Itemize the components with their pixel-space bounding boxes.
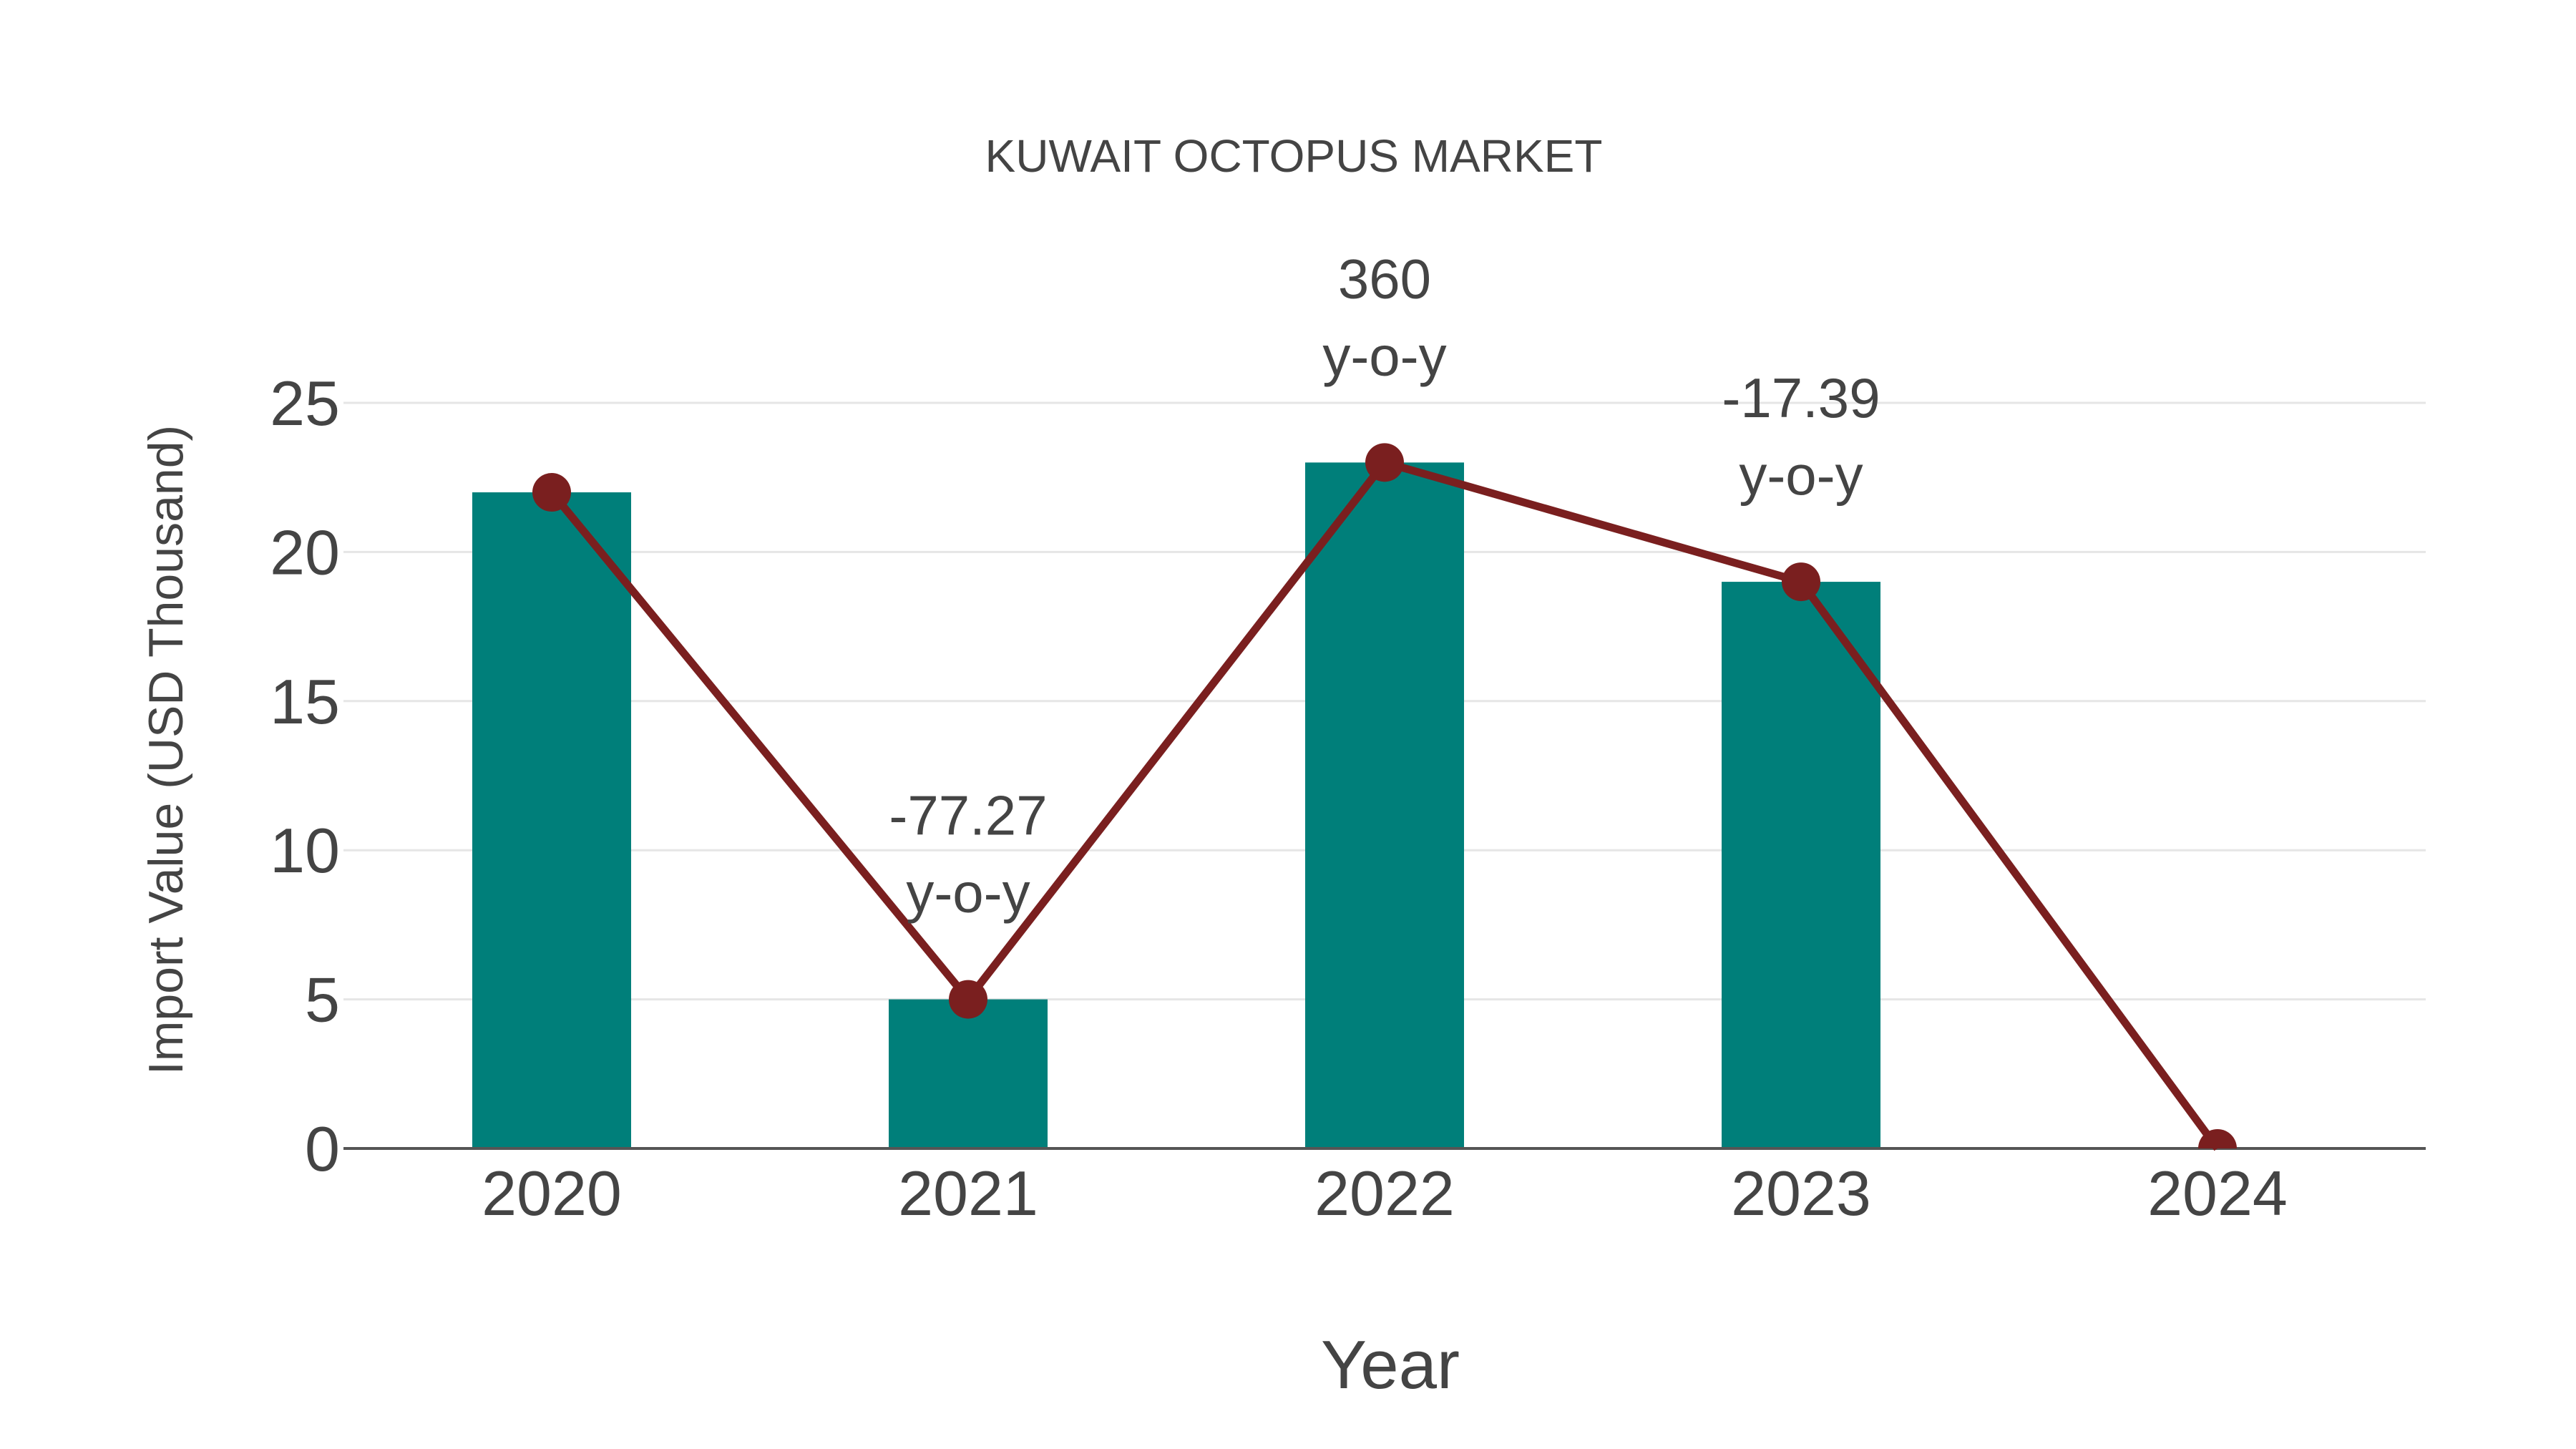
trend-marker-2021: [949, 980, 987, 1019]
trend-marker-2024: [2198, 1129, 2237, 1148]
y-tick-label: 10: [270, 815, 340, 886]
trend-marker-2020: [532, 473, 571, 512]
trend-markers: [532, 443, 2237, 1148]
y-tick-label: 15: [270, 666, 340, 737]
bar-2020: [472, 492, 631, 1148]
trend-marker-2022: [1365, 443, 1404, 482]
x-tick-label: 2023: [1731, 1158, 1871, 1229]
yoy-value: -17.39: [1722, 366, 1880, 429]
y-tick-label: 5: [305, 965, 340, 1035]
y-tick-labels: 0 5 10 15 20 25: [270, 368, 340, 1184]
x-axis-title: Year: [1321, 1327, 1460, 1403]
yoy-annotations: -77.27 y-o-y 360 y-o-y -17.39 y-o-y: [889, 247, 1880, 924]
x-tick-label: 2022: [1314, 1158, 1455, 1229]
yoy-suffix: y-o-y: [1322, 324, 1446, 387]
y-axis-title: Import Value (USD Thousand): [139, 425, 193, 1075]
x-tick-label: 2024: [2147, 1158, 2288, 1229]
yoy-suffix: y-o-y: [1739, 444, 1863, 507]
bar-2023: [1722, 582, 1880, 1148]
x-tick-label: 2021: [898, 1158, 1038, 1229]
yoy-suffix: y-o-y: [906, 862, 1030, 924]
bars: [472, 462, 1880, 1148]
y-tick-label: 0: [305, 1113, 340, 1184]
trend-marker-2023: [1782, 562, 1820, 602]
x-tick-label: 2020: [482, 1158, 622, 1229]
x-tick-labels: 2020 2021 2022 2023 2024: [482, 1158, 2288, 1229]
y-tick-label: 20: [270, 517, 340, 587]
yoy-value: -77.27: [889, 784, 1047, 847]
bar-2021: [889, 999, 1048, 1148]
bar-2022: [1305, 462, 1464, 1148]
yoy-value: 360: [1338, 247, 1431, 310]
chart-title: KUWAIT OCTOPUS MARKET: [985, 130, 1603, 182]
y-tick-label: 25: [270, 368, 340, 439]
